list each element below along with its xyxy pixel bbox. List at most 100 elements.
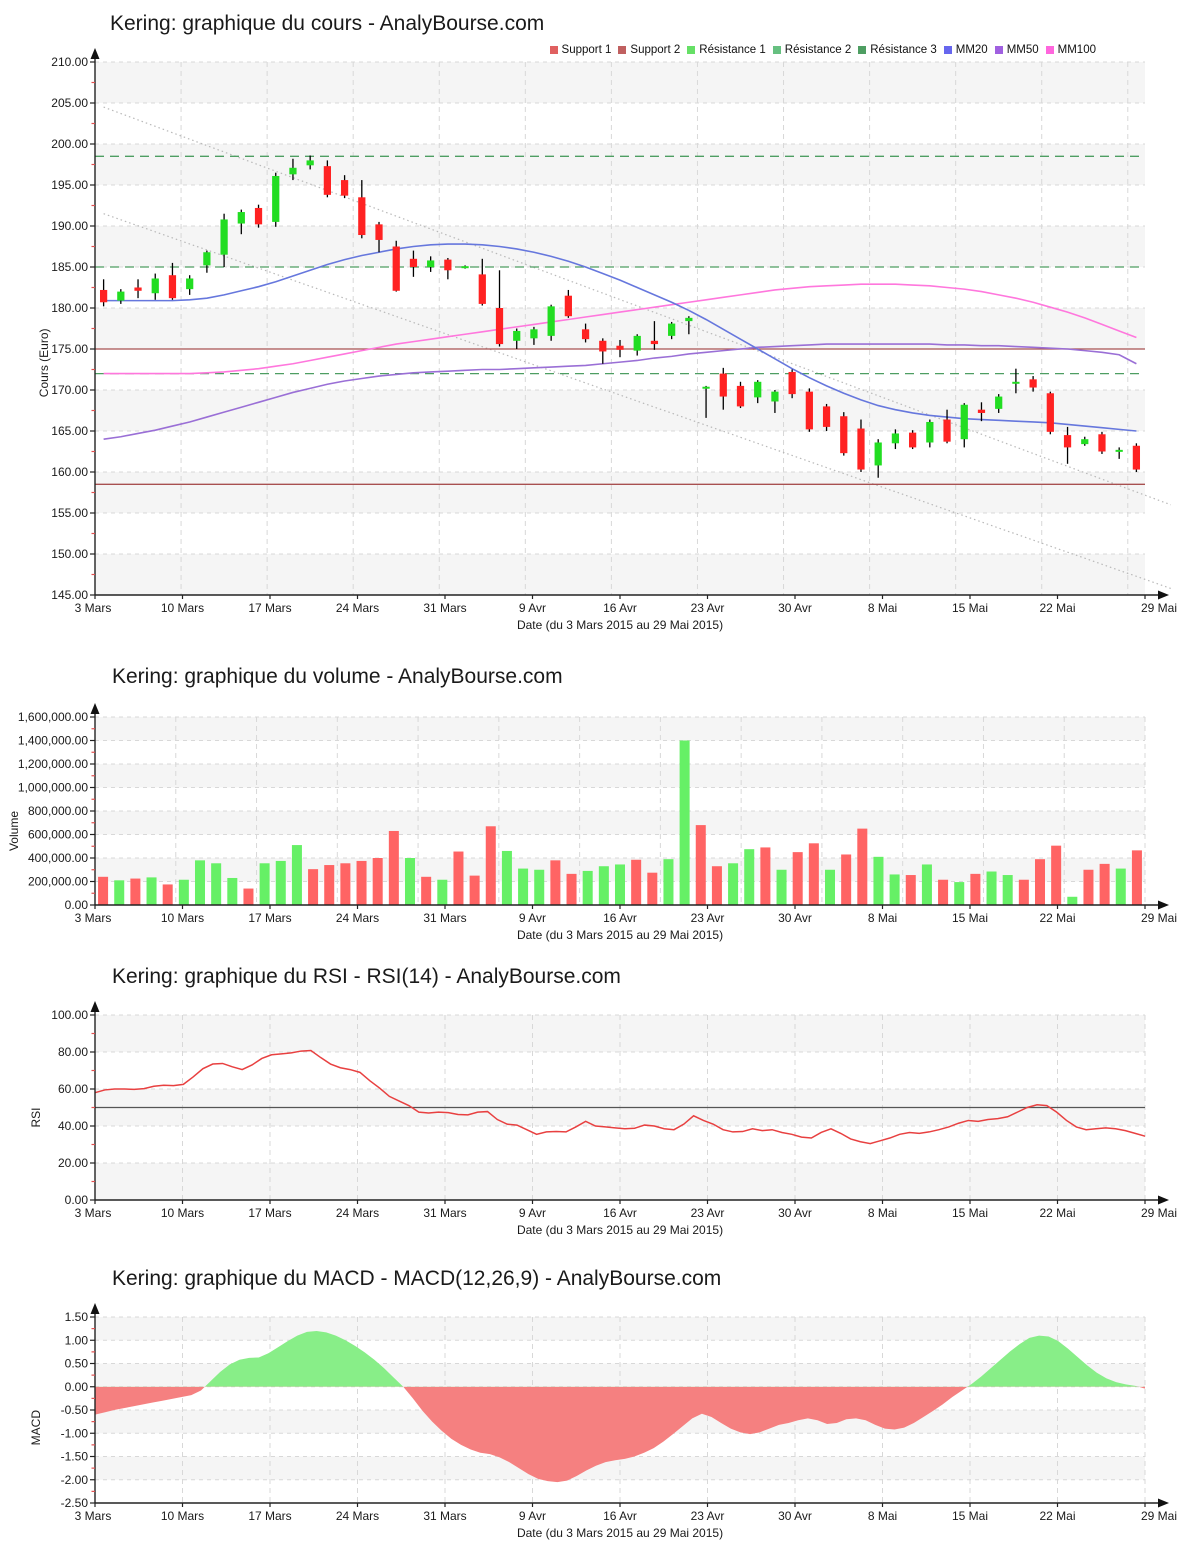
svg-text:16 Avr: 16 Avr [603,1509,637,1523]
price-chart-panel: Kering: graphique du cours - AnalyBourse… [0,0,1200,660]
svg-text:40.00: 40.00 [58,1119,88,1133]
svg-text:17 Mars: 17 Mars [248,1509,291,1523]
svg-text:10 Mars: 10 Mars [161,1509,204,1523]
svg-text:200,000.00: 200,000.00 [28,875,88,889]
svg-text:60.00: 60.00 [58,1082,88,1096]
svg-text:24 Mars: 24 Mars [336,1206,379,1220]
svg-text:29 Mai: 29 Mai [1141,1206,1177,1220]
svg-text:17 Mars: 17 Mars [248,1206,291,1220]
legend-swatch-icon [943,46,952,54]
legend-item-support-1[interactable]: Support 1 [549,44,612,56]
svg-text:185.00: 185.00 [51,260,88,274]
svg-text:155.00: 155.00 [51,506,88,520]
macd-chart-title: Kering: graphique du MACD - MACD(12,26,9… [112,1267,722,1290]
svg-text:-2.50: -2.50 [61,1496,89,1510]
rsi-chart-title: Kering: graphique du RSI - RSI(14) - Ana… [112,965,621,988]
legend-item-mm50[interactable]: MM50 [994,44,1039,56]
rsi-chart-svg: 0.00 20.00 40.00 60.00 80.00 100.00 3 Mars 10 M… [29,1001,1177,1237]
svg-text:3 Mars: 3 Mars [75,911,112,925]
svg-text:0.00: 0.00 [65,898,89,912]
x-axis-label: Date (du 3 Mars 2015 au 29 Mai 2015) [517,928,723,942]
svg-text:100.00: 100.00 [51,1008,88,1022]
svg-text:30 Avr: 30 Avr [778,1509,812,1523]
legend-swatch-icon [687,46,696,54]
y-axis-label: Volume [7,811,21,851]
rsi-chart-plot: 0.00 20.00 40.00 60.00 80.00 100.00 3 Mars 10 M… [0,955,1200,1255]
svg-text:15 Mai: 15 Mai [952,911,988,925]
svg-text:10 Mars: 10 Mars [161,1206,204,1220]
svg-text:8 Mai: 8 Mai [868,911,897,925]
volume-chart-panel: Kering: graphique du volume - AnalyBours… [0,655,1200,960]
rsi-chart-panel: Kering: graphique du RSI - RSI(14) - Ana… [0,955,1200,1255]
svg-text:29 Mai: 29 Mai [1141,911,1177,925]
legend-item-r-sistance-1[interactable]: Résistance 1 [687,44,766,56]
legend-label: MM20 [955,44,988,56]
svg-text:24 Mars: 24 Mars [336,1509,379,1523]
svg-text:29 Mai: 29 Mai [1141,601,1177,615]
svg-text:30 Avr: 30 Avr [778,601,812,615]
svg-text:-1.00: -1.00 [61,1426,89,1440]
legend-item-mm20[interactable]: MM20 [943,44,988,56]
legend-swatch-icon [1045,46,1054,54]
svg-text:200.00: 200.00 [51,137,88,151]
legend-label: Résistance 1 [699,44,766,56]
svg-text:1,200,000.00: 1,200,000.00 [18,757,88,771]
macd-chart-panel: Kering: graphique du MACD - MACD(12,26,9… [0,1255,1200,1550]
svg-text:16 Avr: 16 Avr [603,1206,637,1220]
legend-label: MM50 [1006,44,1039,56]
legend-item-support-2[interactable]: Support 2 [618,44,680,56]
x-axis-label: Date (du 3 Mars 2015 au 29 Mai 2015) [517,1223,723,1237]
svg-text:23 Avr: 23 Avr [691,1206,725,1220]
legend-label: Support 1 [561,44,612,56]
svg-text:17 Mars: 17 Mars [248,911,291,925]
svg-text:0.00: 0.00 [65,1380,89,1394]
svg-text:165.00: 165.00 [51,424,88,438]
svg-text:29 Mai: 29 Mai [1141,1509,1177,1523]
svg-text:23 Avr: 23 Avr [691,601,725,615]
svg-text:-1.50: -1.50 [61,1450,89,1464]
svg-text:9 Avr: 9 Avr [519,601,546,615]
svg-text:15 Mai: 15 Mai [952,1509,988,1523]
svg-text:-2.00: -2.00 [61,1473,89,1487]
svg-text:31 Mars: 31 Mars [423,1509,466,1523]
svg-text:150.00: 150.00 [51,547,88,561]
svg-text:23 Avr: 23 Avr [691,911,725,925]
legend-label: Résistance 3 [870,44,937,56]
svg-text:80.00: 80.00 [58,1045,88,1059]
svg-text:-0.50: -0.50 [61,1403,89,1417]
svg-text:160.00: 160.00 [51,465,88,479]
svg-text:30 Avr: 30 Avr [778,1206,812,1220]
legend-item-mm100[interactable]: MM100 [1045,44,1096,56]
x-axis-label: Date (du 3 Mars 2015 au 29 Mai 2015) [517,1526,723,1540]
legend-item-r-sistance-3[interactable]: Résistance 3 [858,44,937,56]
svg-text:8 Mai: 8 Mai [868,1206,897,1220]
svg-text:30 Avr: 30 Avr [778,911,812,925]
svg-text:23 Avr: 23 Avr [691,1509,725,1523]
svg-text:22 Mai: 22 Mai [1039,1206,1075,1220]
svg-text:31 Mars: 31 Mars [423,1206,466,1220]
x-axis-label: Date (du 3 Mars 2015 au 29 Mai 2015) [517,618,723,632]
legend-item-r-sistance-2[interactable]: Résistance 2 [772,44,852,56]
y-axis-label: Cours (Euro) [37,329,51,398]
legend-label: Résistance 2 [784,44,852,56]
svg-text:1,600,000.00: 1,600,000.00 [18,710,88,724]
svg-text:10 Mars: 10 Mars [161,601,204,615]
svg-text:145.00: 145.00 [51,588,88,602]
svg-text:31 Mars: 31 Mars [423,601,466,615]
svg-text:210.00: 210.00 [51,55,88,69]
svg-text:190.00: 190.00 [51,219,88,233]
svg-text:400,000.00: 400,000.00 [28,851,88,865]
price-chart-legend: Support 1 Support 2 Résistance 1 Résistance… [543,44,1096,56]
svg-text:8 Mai: 8 Mai [868,1509,897,1523]
svg-text:9 Avr: 9 Avr [519,1509,546,1523]
svg-text:9 Avr: 9 Avr [519,911,546,925]
legend-swatch-icon [772,46,781,54]
price-chart-title: Kering: graphique du cours - AnalyBourse… [110,12,545,35]
svg-text:24 Mars: 24 Mars [336,601,379,615]
svg-text:8 Mai: 8 Mai [868,601,897,615]
svg-text:800,000.00: 800,000.00 [28,804,88,818]
svg-text:180.00: 180.00 [51,301,88,315]
legend-swatch-icon [549,46,558,54]
price-chart-svg: 145.00 150.00 155.00 160.00 165.00 170.00 175.… [37,48,1177,632]
svg-text:3 Mars: 3 Mars [75,601,112,615]
